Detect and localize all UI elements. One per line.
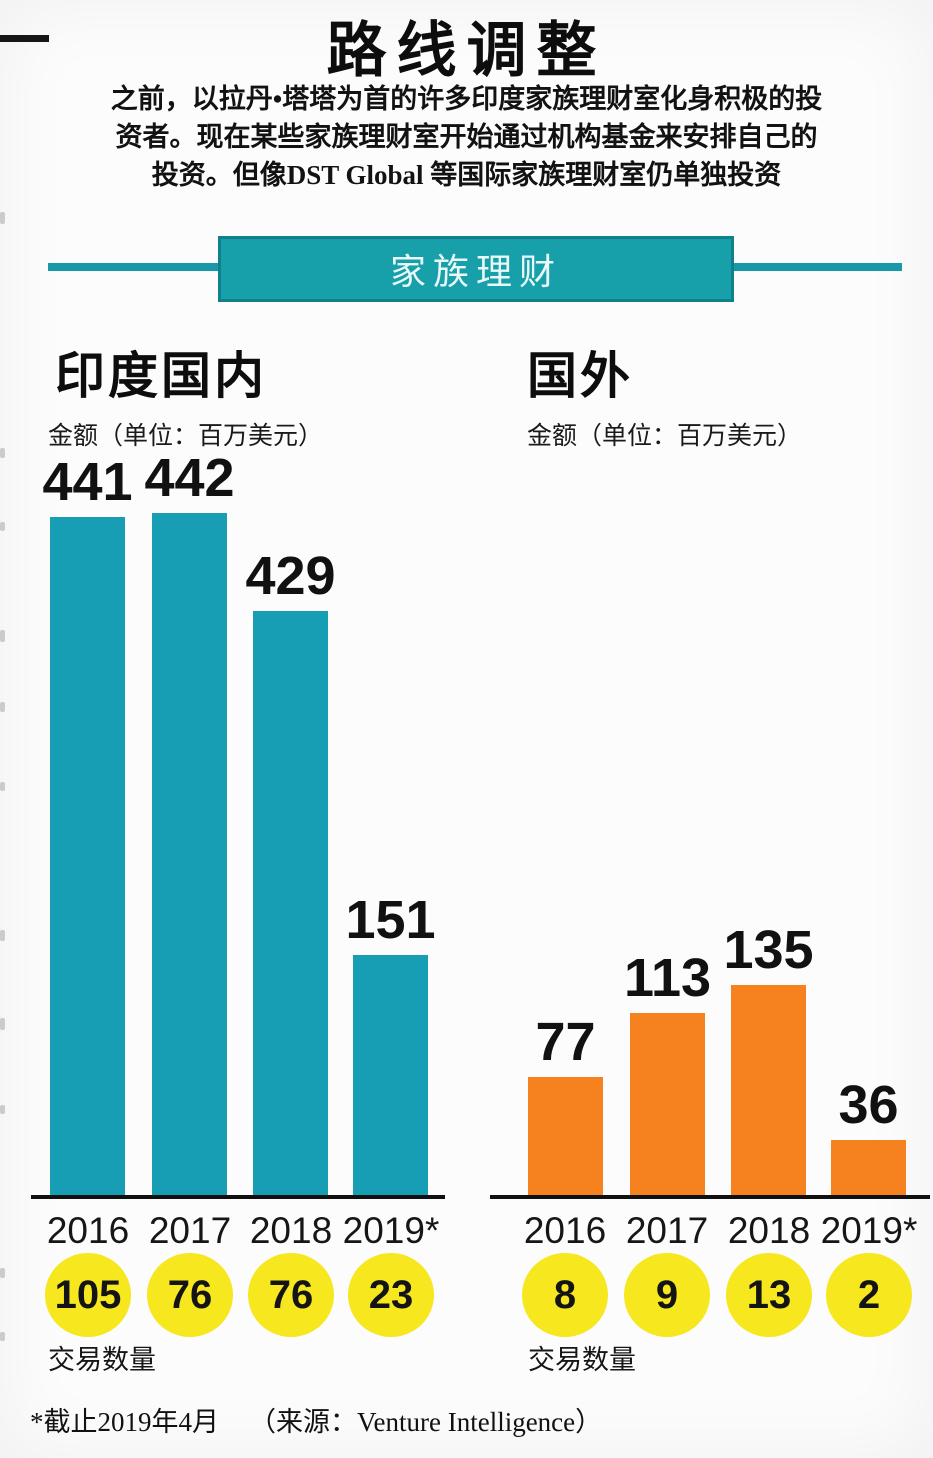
deal-count-badge: 23 [348,1253,434,1337]
deal-count-badge: 13 [726,1253,812,1337]
bar-foreign-2016 [528,1077,603,1197]
bar-domestic-2017 [152,513,227,1197]
intro-paragraph: 之前，以拉丹•塔塔为首的许多印度家族理财室化身积极的投 资者。现在某些家族理财室… [0,80,933,194]
bar-domestic-2019 [353,955,428,1197]
deal-count-badge: 2 [826,1253,912,1337]
section-banner: 家族理财 [218,236,734,302]
scan-artifact [0,522,5,531]
scan-artifact [0,782,5,791]
year-label: 2018 [727,1210,811,1251]
bar-value-label: 151 [345,890,436,950]
page-title: 路线调整 [326,18,607,84]
deal-count-badge: 9 [624,1253,710,1337]
scan-artifact [0,1332,5,1341]
bar-group: 441 [42,455,133,1197]
deal-count-badge: 76 [248,1253,334,1337]
deal-count-badge: 76 [147,1253,233,1337]
x-axis-domestic [31,1195,445,1199]
year-label: 2016 [46,1210,130,1251]
bar-value-label: 442 [144,448,235,508]
source-label: （来源：Venture Intelligence） [249,1407,603,1437]
bar-group: 77 [528,1015,603,1197]
unit-label-domestic: 金额（单位：百万美元） [48,423,324,450]
unit-label-foreign: 金额（单位：百万美元） [527,423,803,450]
scan-artifact [0,702,5,712]
bar-value-label: 135 [723,920,814,980]
bar-group: 113 [624,951,711,1197]
bar-group: 429 [245,549,336,1197]
scan-artifact [0,630,5,642]
bar-foreign-2019 [831,1140,906,1197]
scan-artifact [0,212,5,224]
deal-count-badge: 105 [45,1253,131,1337]
bar-group: 151 [345,893,436,1197]
intro-line: 资者。现在某些家族理财室开始通过机构基金来安排自己的 [115,122,818,152]
x-axis-foreign [490,1195,930,1199]
bar-group: 36 [831,1078,906,1197]
year-label: 2016 [523,1210,607,1251]
bar-foreign-2017 [630,1013,705,1197]
intro-line: 之前，以拉丹•塔塔为首的许多印度家族理财室化身积极的投 [110,84,823,114]
year-label: 2019* [820,1210,918,1251]
chart-domestic: 441 442 429 151 [0,440,466,1197]
section-title-domestic: 印度国内 [55,348,267,404]
year-label: 2017 [625,1210,709,1251]
year-label: 2018 [249,1210,333,1251]
footnote: *截止2019年4月 [30,1407,219,1437]
deal-count-label-foreign: 交易数量 [528,1345,636,1375]
year-label: 2019* [342,1210,440,1251]
banner-label: 家族理财 [389,252,562,292]
year-label: 2017 [148,1210,232,1251]
deal-count-badge: 8 [522,1253,608,1337]
banner-line-right [734,263,902,271]
scan-artifact [0,1105,5,1114]
bar-value-label: 441 [42,452,133,512]
bar-foreign-2018 [731,985,806,1197]
scan-artifact [0,1268,5,1278]
bar-domestic-2016 [50,517,125,1197]
deal-count-label-domestic: 交易数量 [48,1345,156,1375]
bar-group: 135 [723,923,814,1197]
bar-domestic-2018 [253,611,328,1197]
scan-artifact [0,448,5,458]
scan-artifact [0,930,5,941]
footer: *截止2019年4月 （来源：Venture Intelligence） [30,1400,602,1439]
intro-line: 投资。但像DST Global 等国际家族理财室仍单独投资 [151,160,782,190]
scan-artifact [0,35,49,42]
bar-value-label: 429 [245,546,336,606]
bar-value-label: 36 [838,1075,899,1135]
scan-artifact [0,1018,5,1030]
section-title-foreign: 国外 [527,348,633,404]
bar-value-label: 77 [535,1012,596,1072]
chart-foreign: 77 113 135 36 [466,440,933,1197]
bar-value-label: 113 [623,948,712,1008]
bar-group: 442 [144,451,235,1197]
banner-line-left [48,263,218,271]
